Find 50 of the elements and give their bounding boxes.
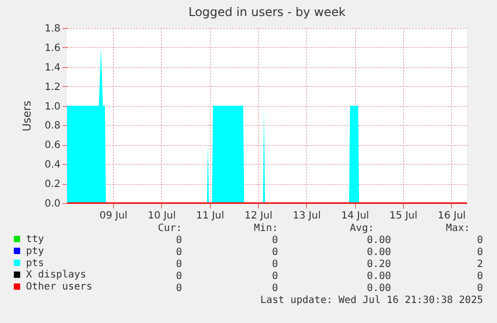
- y-tick-label: 1.0: [44, 101, 60, 112]
- text: 0: [176, 283, 182, 294]
- text: 0: [176, 259, 182, 270]
- y-tick-label: 0.0: [44, 198, 60, 210]
- text: 0: [476, 235, 483, 246]
- text: 0: [176, 235, 182, 246]
- text: Max:: [446, 223, 470, 234]
- x-tick-label: 16 Jul: [438, 210, 466, 222]
- legend-label: X displays: [26, 270, 86, 281]
- legend-label: Other users: [26, 282, 92, 293]
- y-axis-title: Users: [20, 100, 34, 132]
- text: 0: [272, 247, 278, 258]
- text: 2: [476, 259, 483, 270]
- text: Avg:: [350, 223, 374, 234]
- text: 0: [176, 271, 182, 282]
- y-tick-label: 0.4: [44, 160, 60, 171]
- text: 0.00: [366, 271, 391, 282]
- y-tick-label: 1.2: [44, 82, 60, 93]
- legend-label: pts: [26, 258, 44, 269]
- chart-title: Logged in users - by week: [188, 5, 346, 19]
- y-tick-label: 0.8: [44, 120, 60, 132]
- x-tick-label: 11 Jul: [196, 210, 224, 222]
- text: Last update: Wed Jul 16 21:30:38 2025: [260, 295, 483, 306]
- y-tick-label: 1.6: [44, 42, 60, 54]
- legend-label: pty: [26, 246, 44, 257]
- text: 0.00: [366, 247, 391, 258]
- text: 0.00: [366, 235, 391, 246]
- text: 0: [176, 247, 182, 258]
- y-tick-label: 0.6: [44, 140, 60, 152]
- x-tick-label: 13 Jul: [292, 210, 321, 222]
- text: 0: [476, 283, 483, 294]
- text: 0: [272, 271, 278, 282]
- text: 0.00: [366, 283, 391, 294]
- x-tick-label: 12 Jul: [244, 210, 272, 222]
- x-tick-label: 14 Jul: [341, 210, 370, 222]
- text: 0.20: [366, 259, 391, 270]
- legend-label: tty: [26, 234, 44, 245]
- text: 0: [476, 271, 483, 282]
- y-tick-label: 1.8: [44, 24, 60, 34]
- text: 0: [272, 235, 278, 246]
- text: Min:: [254, 223, 278, 234]
- text: 0: [476, 247, 483, 258]
- text: Cur:: [158, 223, 182, 234]
- y-tick-label: 0.2: [44, 179, 60, 190]
- x-tick-label: 09 Jul: [99, 210, 128, 222]
- x-tick-label: 10 Jul: [148, 210, 176, 222]
- x-tick-label: 15 Jul: [389, 210, 418, 222]
- text: 0: [272, 283, 278, 294]
- y-tick-label: 1.4: [44, 62, 60, 74]
- text: 0: [272, 259, 278, 270]
